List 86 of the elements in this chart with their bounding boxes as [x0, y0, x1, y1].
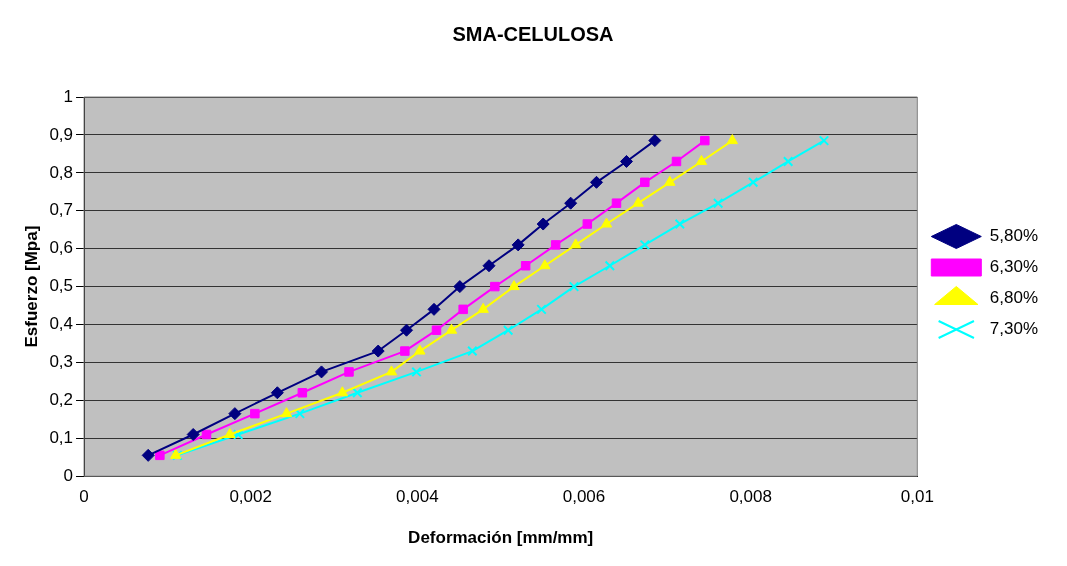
point — [315, 365, 329, 379]
point — [414, 344, 426, 355]
point — [539, 259, 551, 270]
chart-title: SMA-CELULOSA — [452, 22, 614, 45]
point — [712, 197, 724, 209]
point — [726, 134, 739, 145]
point — [520, 261, 531, 271]
point — [619, 154, 633, 168]
legend-label: 7,30% — [989, 319, 1038, 339]
point — [671, 156, 682, 167]
point — [431, 325, 442, 335]
x-tick-label: 0 — [79, 487, 89, 507]
y-tick-label: 1 — [63, 86, 74, 106]
y-tick-label: 0,8 — [49, 162, 74, 182]
y-tick-label: 0,7 — [49, 200, 74, 220]
point — [297, 388, 308, 398]
point — [458, 304, 468, 315]
point — [453, 280, 467, 294]
point — [482, 259, 496, 273]
point — [564, 196, 578, 210]
point — [411, 366, 422, 378]
y-tick-label: 0,3 — [49, 352, 74, 372]
point — [280, 407, 293, 418]
point — [228, 407, 242, 421]
point — [604, 260, 616, 271]
point — [550, 240, 561, 250]
point — [445, 323, 458, 334]
x-tick-label: 0,002 — [229, 487, 272, 507]
point — [344, 367, 354, 377]
point — [695, 154, 708, 165]
point — [568, 281, 580, 292]
point — [589, 175, 603, 189]
point — [371, 344, 385, 358]
point — [294, 408, 306, 419]
point — [536, 217, 550, 231]
y-tick-label: 0,6 — [49, 238, 74, 258]
y-tick-label: 0 — [63, 465, 74, 485]
point — [186, 427, 200, 441]
point — [490, 281, 500, 292]
point — [747, 177, 759, 188]
y-tick-label: 0,2 — [49, 390, 74, 410]
point — [648, 134, 662, 148]
point — [640, 177, 650, 188]
point — [700, 135, 710, 146]
point — [569, 238, 582, 249]
point — [582, 219, 593, 229]
point — [336, 386, 349, 397]
point — [477, 302, 489, 313]
point — [508, 280, 520, 291]
point — [502, 324, 514, 336]
point — [632, 196, 644, 207]
point — [400, 346, 410, 356]
point — [611, 198, 622, 208]
point — [664, 175, 676, 186]
point — [600, 217, 613, 228]
x-axis-title: Deformación [mm/mm] — [408, 528, 594, 548]
point — [674, 218, 686, 230]
y-tick-label: 0,1 — [49, 427, 74, 447]
point — [782, 156, 794, 167]
point — [385, 365, 398, 376]
point — [141, 448, 155, 462]
point — [155, 450, 165, 461]
x-tick-label: 0,004 — [396, 487, 439, 507]
point — [232, 429, 244, 440]
x-tick-label: 0,006 — [562, 487, 606, 507]
y-axis-title: Esfuerzo [Mpa] — [21, 225, 41, 348]
point — [270, 386, 284, 400]
legend-label: 5,80% — [989, 226, 1038, 246]
point — [352, 387, 363, 399]
point — [201, 429, 212, 440]
x-tick-label: 0,01 — [900, 487, 934, 507]
point — [427, 302, 441, 316]
point — [400, 323, 414, 337]
legend-label: 6,80% — [989, 288, 1038, 308]
point — [467, 345, 478, 357]
point — [536, 304, 547, 315]
y-tick-label: 0,5 — [49, 276, 74, 296]
point — [818, 135, 830, 146]
point — [639, 239, 651, 251]
point — [511, 238, 525, 252]
y-tick-label: 0,4 — [49, 314, 74, 334]
point — [250, 408, 260, 419]
x-tick-label: 0,008 — [729, 487, 772, 507]
point — [224, 427, 236, 438]
legend-label: 6,30% — [989, 257, 1038, 277]
y-tick-label: 0,9 — [49, 124, 74, 144]
